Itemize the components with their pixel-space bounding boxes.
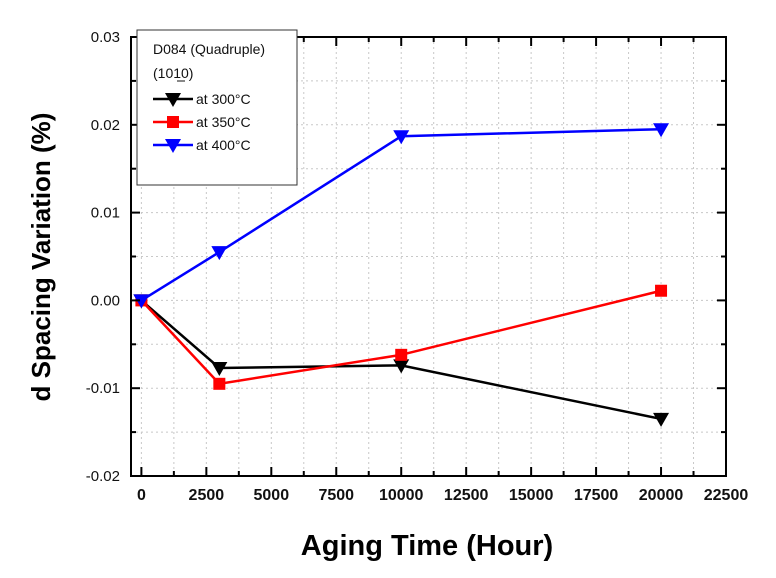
x-tick-label: 12500: [444, 487, 489, 504]
data-point: [133, 294, 150, 309]
data-point: [395, 348, 408, 361]
x-tick-label: 0: [137, 487, 146, 504]
tick-labels: 0 2500 5000 7500 10000 12500 15000 17500 20000 22…: [86, 29, 749, 504]
data-point: [393, 359, 410, 374]
legend-marker: [167, 116, 179, 128]
data-point: [653, 123, 670, 138]
legend-title-line-1: D084 (Quadruple): [153, 41, 265, 57]
legend-label: at 300°C: [196, 91, 251, 107]
series-line: [140, 299, 662, 421]
legend-title-line-2: (1010): [153, 65, 193, 81]
legend-label: at 400°C: [196, 137, 251, 153]
x-tick-label: 2500: [189, 487, 225, 504]
y-tick-label: -0.02: [86, 468, 120, 485]
legend-entry: at 400°C: [153, 137, 251, 153]
y-tick-label: 0.03: [91, 29, 120, 46]
x-tick-label: 15000: [509, 487, 554, 504]
series-line: [140, 289, 662, 386]
legend-entries: at 300°C at 350°C at 400°C: [153, 91, 251, 153]
x-tick-label: 5000: [254, 487, 290, 504]
y-axis-title: d Spacing Variation (%): [26, 113, 56, 402]
legend-label: at 350°C: [196, 114, 251, 130]
x-tick-label: 20000: [639, 487, 684, 504]
x-tick-label: 7500: [318, 487, 354, 504]
y-tick-label: 0.00: [91, 292, 120, 309]
data-point: [211, 246, 228, 261]
data-point: [655, 284, 668, 297]
legend-marker: [165, 93, 181, 107]
series-at-400-c: [133, 123, 670, 309]
x-tick-label: 22500: [704, 487, 749, 504]
legend-entry: at 300°C: [153, 91, 251, 107]
series-line: [140, 127, 662, 302]
legend-entry: at 350°C: [153, 114, 251, 130]
data-point: [393, 130, 410, 145]
data-point: [213, 377, 226, 390]
y-tick-label: 0.01: [91, 205, 120, 222]
y-tick-label: -0.01: [86, 380, 120, 397]
x-tick-label: 10000: [379, 487, 424, 504]
x-axis-title: Aging Time (Hour): [301, 530, 553, 562]
series-layer: [133, 123, 670, 427]
y-tick-label: 0.02: [91, 117, 120, 134]
legend-marker: [165, 139, 181, 153]
data-point: [653, 412, 670, 427]
legend: D084 (Quadruple) (1010) at 300°C at 350°C…: [136, 29, 298, 186]
data-point: [211, 362, 228, 377]
legend-box: [136, 29, 298, 186]
x-tick-label: 17500: [574, 487, 619, 504]
